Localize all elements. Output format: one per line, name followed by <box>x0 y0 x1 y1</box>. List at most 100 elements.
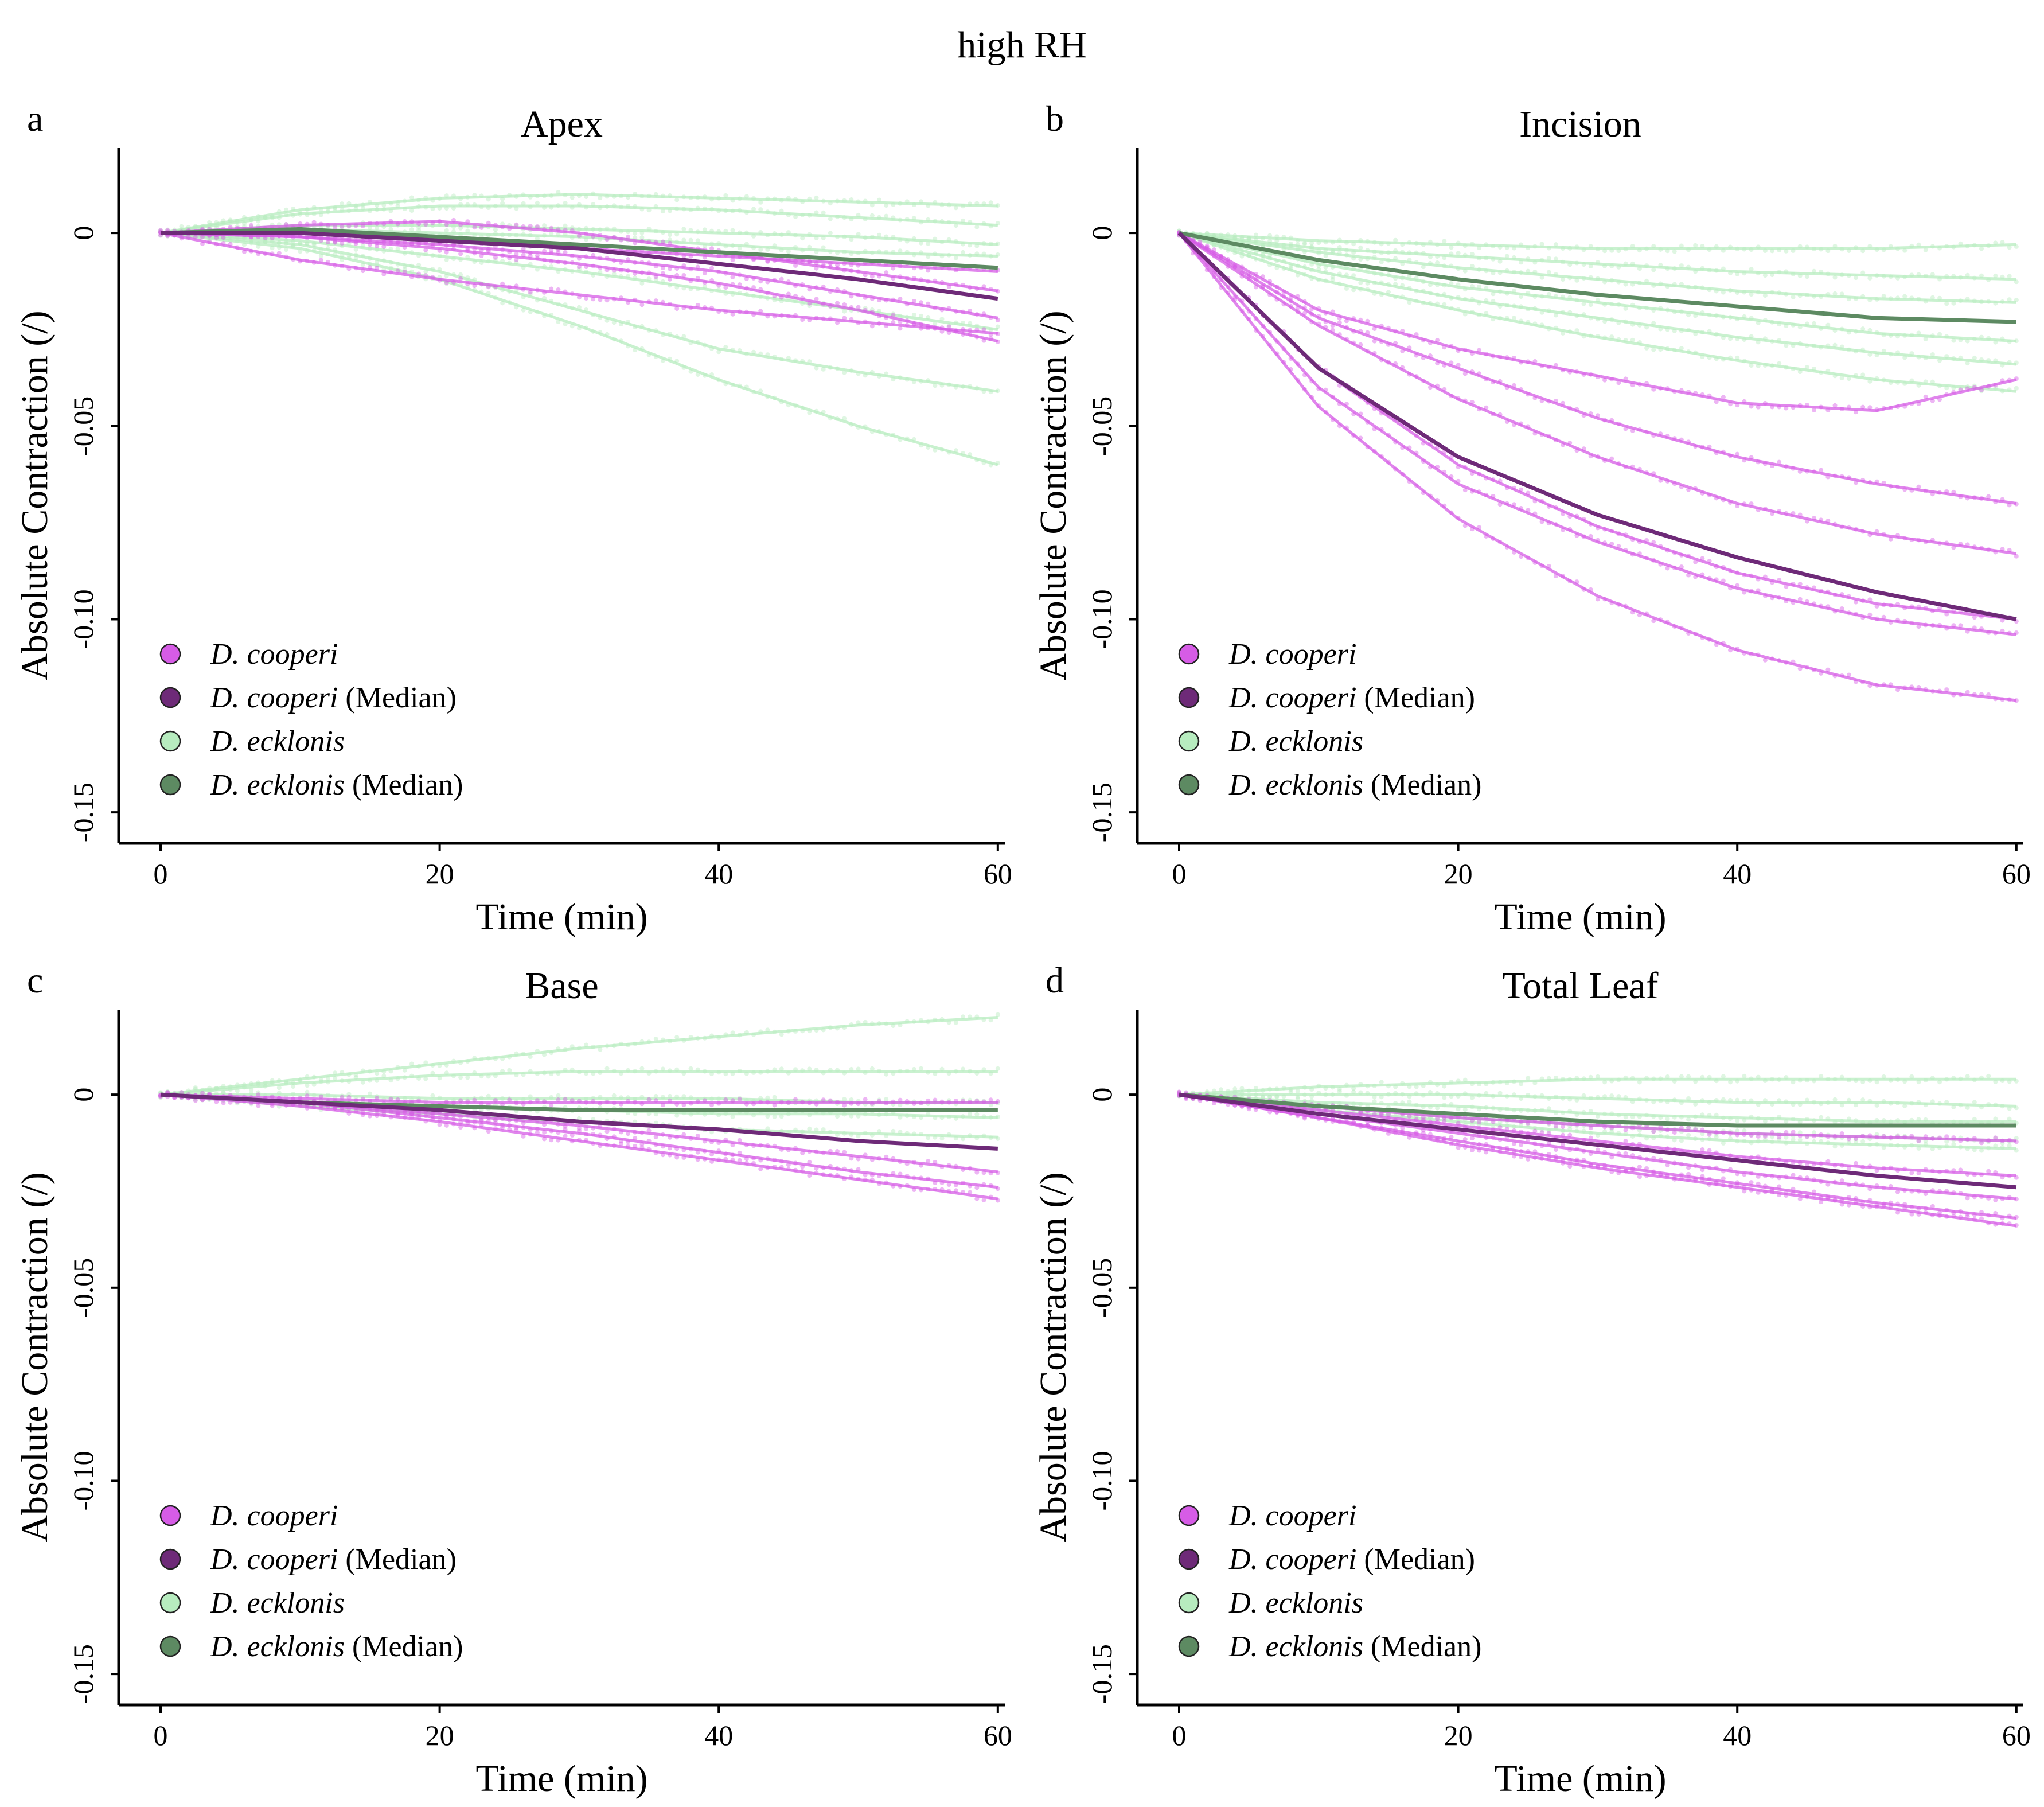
x-axis-title: Time (min) <box>1494 1758 1666 1800</box>
data-point <box>340 240 345 246</box>
data-point <box>256 244 261 250</box>
series-line-cooperi <box>160 231 998 343</box>
data-point <box>486 248 491 254</box>
legend-marker <box>159 687 181 708</box>
data-point <box>1672 249 1677 254</box>
legend-marker <box>1178 687 1200 708</box>
legend-label: D. cooperi (Median) <box>210 681 457 714</box>
data-point <box>535 253 540 258</box>
data-point <box>633 231 638 236</box>
legend-species: D. cooperi <box>210 1543 338 1576</box>
data-point <box>375 225 380 231</box>
series-line-ecklonis_median <box>160 227 998 270</box>
x-tick-label: 0 <box>153 858 167 890</box>
data-point <box>856 232 861 237</box>
panel-letter: d <box>1046 960 1064 1000</box>
legend-label: D. cooperi (Median) <box>1228 681 1475 714</box>
legend-marker <box>159 1548 181 1570</box>
legend-suffix: (Median) <box>338 681 456 714</box>
x-tick-label: 0 <box>153 1719 167 1751</box>
data-point <box>668 232 673 237</box>
data-point <box>660 209 665 214</box>
x-tick-label: 40 <box>704 1719 733 1751</box>
data-point <box>200 235 205 240</box>
data-point <box>563 1097 568 1102</box>
data-point <box>179 224 184 229</box>
data-point <box>758 247 763 252</box>
legend-suffix: (Median) <box>345 1630 463 1663</box>
data-point <box>639 281 645 286</box>
series-line-ecklonis <box>1179 231 2016 250</box>
data-point <box>563 223 568 228</box>
data-point <box>751 207 756 212</box>
series-line-cooperi <box>160 220 998 293</box>
y-tick-label: -0.10 <box>1086 1451 1118 1510</box>
x-tick-label: 40 <box>1723 858 1752 890</box>
legend-label: D. ecklonis (Median) <box>210 1630 463 1663</box>
x-axis-title: Time (min) <box>1494 896 1666 938</box>
panel-letter: b <box>1046 98 1064 139</box>
data-point <box>793 215 798 220</box>
data-point <box>409 195 414 200</box>
data-point <box>1274 238 1280 243</box>
data-point <box>1539 242 1544 247</box>
data-point <box>730 228 735 233</box>
data-point <box>563 200 568 205</box>
data-point <box>849 237 854 242</box>
data-point <box>674 197 680 202</box>
data-point <box>730 274 735 279</box>
data-point <box>842 370 847 375</box>
y-tick-label: 0 <box>1086 226 1118 240</box>
legend-marker <box>159 643 181 665</box>
legend-marker <box>159 730 181 752</box>
data-point <box>569 195 575 200</box>
data-point <box>814 297 819 302</box>
y-tick-label: 0 <box>67 1088 99 1102</box>
data-point <box>1309 241 1314 246</box>
x-tick-label: 0 <box>1172 1719 1186 1751</box>
y-tick-label: -0.15 <box>1086 1644 1118 1704</box>
legend-species: D. cooperi <box>210 1500 338 1532</box>
data-point <box>653 276 658 282</box>
data-point <box>333 207 338 212</box>
data-point <box>2000 240 2005 245</box>
panel-title: Incision <box>1519 103 1641 145</box>
data-point <box>702 270 707 275</box>
data-point <box>926 241 931 246</box>
data-point <box>528 290 533 295</box>
data-point <box>535 236 540 241</box>
data-point <box>1302 242 1307 247</box>
data-point <box>1553 242 1558 247</box>
x-tick-label: 20 <box>1444 1719 1473 1751</box>
y-axis-title: Absolute Contraction (/) <box>1032 310 1074 680</box>
y-tick-label: -0.15 <box>67 782 99 842</box>
legend-item: D. ecklonis (Median) <box>159 769 463 801</box>
data-point <box>2007 245 2012 250</box>
data-point <box>514 251 519 256</box>
data-point <box>828 231 833 236</box>
legend-species: D. ecklonis <box>1228 769 1363 801</box>
data-point <box>1609 1093 1614 1099</box>
data-point <box>674 306 680 311</box>
data-point <box>472 225 477 230</box>
data-point <box>681 273 686 278</box>
data-point <box>1854 275 1859 281</box>
data-point <box>884 270 889 275</box>
legend-marker <box>1178 774 1200 796</box>
x-tick-label: 60 <box>984 858 1012 890</box>
data-point <box>1867 275 1873 281</box>
legend-species: D. ecklonis <box>210 769 345 801</box>
data-point <box>814 365 819 371</box>
data-point <box>1497 259 1503 264</box>
data-point <box>1986 1073 1991 1078</box>
data-point <box>800 236 805 241</box>
data-point <box>598 196 603 201</box>
data-point <box>842 302 847 307</box>
legend-species: D. ecklonis <box>210 725 345 758</box>
data-point <box>1902 248 1908 253</box>
data-point <box>926 268 931 273</box>
x-tick-label: 60 <box>2002 858 2031 890</box>
data-point <box>730 258 735 263</box>
